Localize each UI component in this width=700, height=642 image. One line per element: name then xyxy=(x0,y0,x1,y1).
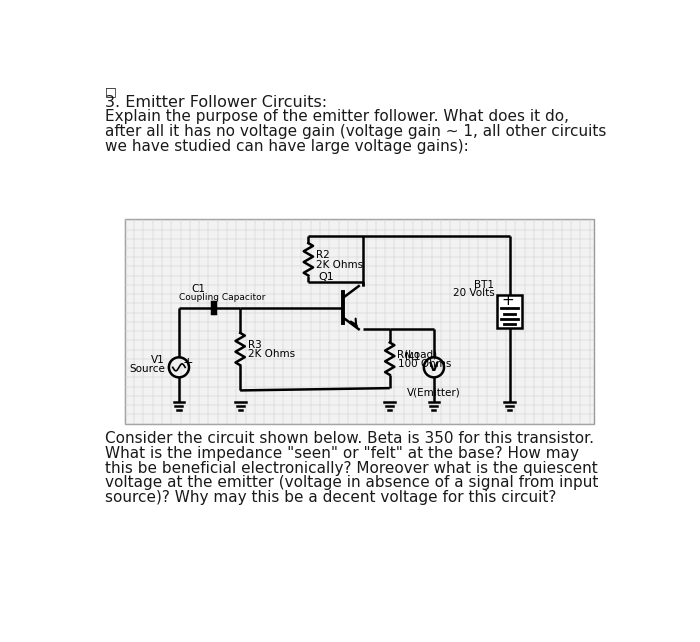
Text: 3. Emitter Follower Circuits:: 3. Emitter Follower Circuits: xyxy=(104,95,327,110)
Text: 20 Volts: 20 Volts xyxy=(453,288,494,299)
Text: 100 Ohms: 100 Ohms xyxy=(398,359,451,369)
Text: after all it has no voltage gain (voltage gain ∼ 1, all other circuits: after all it has no voltage gain (voltag… xyxy=(104,124,606,139)
Text: C1: C1 xyxy=(192,284,206,294)
Bar xyxy=(498,295,522,329)
Text: V(Emitter): V(Emitter) xyxy=(407,387,461,397)
Text: M1: M1 xyxy=(405,352,421,361)
Text: Consider the circuit shown below. Beta is 350 for this transistor.: Consider the circuit shown below. Beta i… xyxy=(104,431,594,446)
Text: 2K Ohms: 2K Ohms xyxy=(248,349,295,360)
Text: we have studied can have large voltage gains):: we have studied can have large voltage g… xyxy=(104,139,468,153)
Text: V1: V1 xyxy=(151,354,165,365)
Text: Coupling Capacitor: Coupling Capacitor xyxy=(178,293,265,302)
Text: R2: R2 xyxy=(316,250,330,261)
Text: V: V xyxy=(429,361,439,374)
Text: Source: Source xyxy=(129,364,165,374)
Text: Explain the purpose of the emitter follower. What does it do,: Explain the purpose of the emitter follo… xyxy=(104,109,568,125)
Text: R(Load): R(Load) xyxy=(398,350,438,360)
Text: 2K Ohms: 2K Ohms xyxy=(316,260,363,270)
Text: source)? Why may this be a decent voltage for this circuit?: source)? Why may this be a decent voltag… xyxy=(104,490,556,505)
Text: +: + xyxy=(183,356,193,369)
Text: What is the impedance "seen" or "felt" at the base? How may: What is the impedance "seen" or "felt" a… xyxy=(104,446,578,461)
Text: BT1: BT1 xyxy=(475,280,494,290)
Text: R3: R3 xyxy=(248,340,262,350)
Bar xyxy=(125,220,594,424)
Text: □: □ xyxy=(104,85,116,98)
Text: voltage at the emitter (voltage in absence of a signal from input: voltage at the emitter (voltage in absen… xyxy=(104,475,598,490)
Text: Q1: Q1 xyxy=(318,272,334,282)
Text: +: + xyxy=(501,293,514,308)
Text: this be beneficial electronically? Moreover what is the quiescent: this be beneficial electronically? Moreo… xyxy=(104,460,597,476)
